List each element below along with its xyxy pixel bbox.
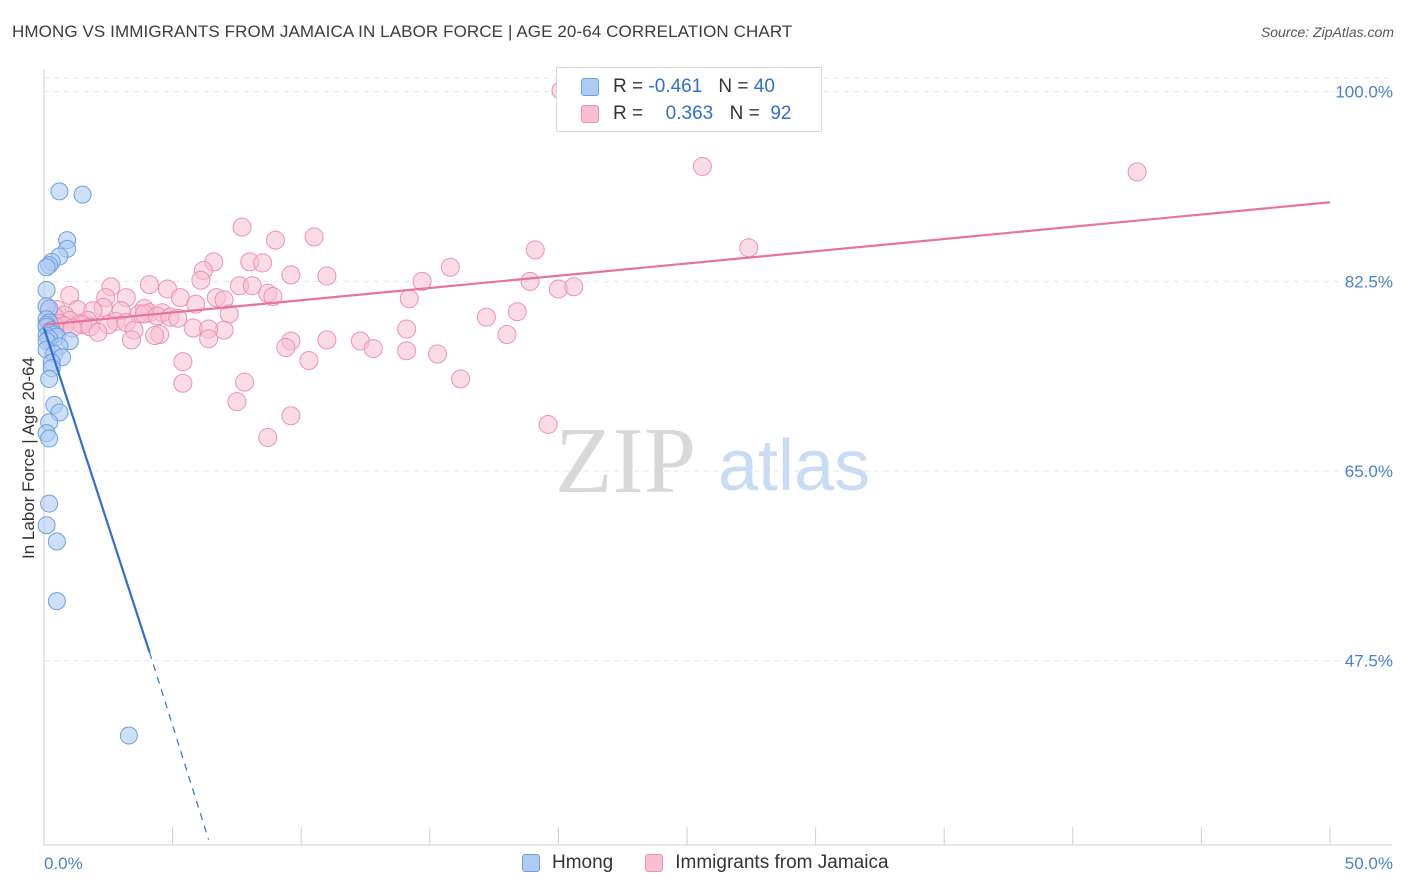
stats-legend: R = -0.461 N = 40 R = 0.363 N = 92 [556, 67, 822, 132]
jamaica-point [281, 406, 301, 426]
y-tick-label: 65.0% [1345, 462, 1393, 481]
hmong-trend-line [42, 327, 151, 653]
zipatlas-watermark: ZIP atlas [555, 409, 870, 513]
jamaica-point [186, 294, 206, 314]
jamaica-point [440, 257, 460, 277]
jamaica-point [191, 270, 211, 290]
jamaica-point [263, 287, 283, 307]
gridlines [44, 77, 1392, 662]
hmong-point [47, 592, 66, 611]
legend-r-value: -0.461 [648, 76, 703, 97]
jamaica-point [564, 277, 584, 297]
jamaica-point [476, 307, 496, 327]
jamaica-point [304, 227, 324, 247]
y-tick-label: 100.0% [1335, 83, 1393, 102]
hmong-point [40, 429, 59, 448]
jamaica-point [121, 330, 141, 350]
legend-label-hmong: Hmong [552, 852, 614, 873]
jamaica-point [173, 373, 193, 393]
jamaica-point [412, 271, 432, 291]
hmong-swatch [522, 854, 540, 872]
hmong-point [47, 532, 66, 551]
hmong-trend-extension [148, 651, 210, 840]
jamaica-point [525, 240, 545, 260]
legend-r-label: R = [613, 76, 644, 97]
legend-n-label: N = [729, 103, 760, 124]
jamaica-point [739, 238, 759, 258]
legend-r-label: R = [613, 103, 644, 124]
jamaica-point [265, 230, 285, 250]
hmong-point [37, 516, 56, 535]
jamaica-point [276, 337, 296, 357]
hmong-point [40, 369, 59, 388]
legend-item-jamaica: Immigrants from Jamaica [645, 852, 889, 874]
jamaica-point [451, 369, 471, 389]
jamaica-point [168, 308, 188, 328]
jamaica-point [299, 350, 319, 370]
jamaica-point [227, 392, 247, 412]
jamaica-trend-line [43, 201, 1331, 326]
jamaica-swatch [645, 854, 664, 872]
y-axis-label: In Labor Force | Age 20-64 [19, 357, 38, 559]
jamaica-point [235, 372, 255, 392]
chart-title: HMONG VS IMMIGRANTS FROM JAMAICA IN LABO… [12, 22, 793, 41]
hmong-point [37, 281, 56, 300]
legend-r-value: 0.363 [665, 103, 714, 124]
axes [43, 70, 1392, 846]
hmong-point [50, 182, 69, 201]
watermark-zip: ZIP [555, 409, 696, 513]
hmong-point [119, 726, 138, 745]
jamaica-point [497, 324, 517, 344]
jamaica-point [692, 156, 712, 176]
jamaica-point [232, 217, 252, 237]
series-legend: Hmong Immigrants from Jamaica [522, 852, 921, 874]
jamaica-point [507, 302, 527, 322]
legend-n-value: 92 [770, 103, 792, 124]
jamaica-point [363, 339, 383, 359]
hmong-point [40, 494, 59, 513]
legend-row-hmong: R = -0.461 N = 40 [581, 74, 775, 100]
hmong-point [37, 258, 56, 277]
jamaica-point [399, 289, 419, 309]
jamaica-point [242, 276, 262, 296]
legend-n-label: N = [718, 76, 749, 97]
jamaica-point [1127, 162, 1147, 182]
tick-labels: 100.0% 82.5% 65.0% 47.5% 0.0% 50.0% [44, 83, 1393, 873]
source-note: Source: ZipAtlas.com [1260, 24, 1394, 40]
legend-n-value: 40 [753, 76, 775, 97]
jamaica-point [253, 253, 273, 273]
jamaica-point [538, 414, 558, 434]
x-tick-label: 50.0% [1345, 854, 1393, 873]
jamaica-point [397, 319, 417, 339]
jamaica-swatch [581, 105, 599, 123]
watermark-atlas: atlas [718, 426, 870, 506]
jamaica-point [317, 330, 337, 350]
jamaica-point [145, 326, 165, 346]
hmong-swatch [581, 78, 599, 96]
y-tick-label: 82.5% [1345, 272, 1393, 291]
legend-item-hmong: Hmong [522, 852, 613, 874]
jamaica-point [173, 352, 193, 372]
legend-label-jamaica: Immigrants from Jamaica [675, 852, 889, 873]
jamaica-point [317, 266, 337, 286]
jamaica-point [199, 329, 219, 349]
trend-lines [42, 201, 1331, 840]
jamaica-point [258, 427, 278, 447]
y-tick-label: 47.5% [1345, 652, 1393, 671]
x-tick-label: 0.0% [44, 854, 83, 873]
jamaica-point [520, 271, 540, 291]
jamaica-points [39, 81, 1147, 447]
hmong-point [73, 185, 92, 204]
jamaica-point [139, 275, 159, 295]
jamaica-point [428, 344, 448, 364]
legend-row-jamaica: R = 0.363 N = 92 [581, 101, 791, 127]
jamaica-point [281, 265, 301, 285]
jamaica-point [88, 322, 108, 342]
jamaica-point [397, 341, 417, 361]
